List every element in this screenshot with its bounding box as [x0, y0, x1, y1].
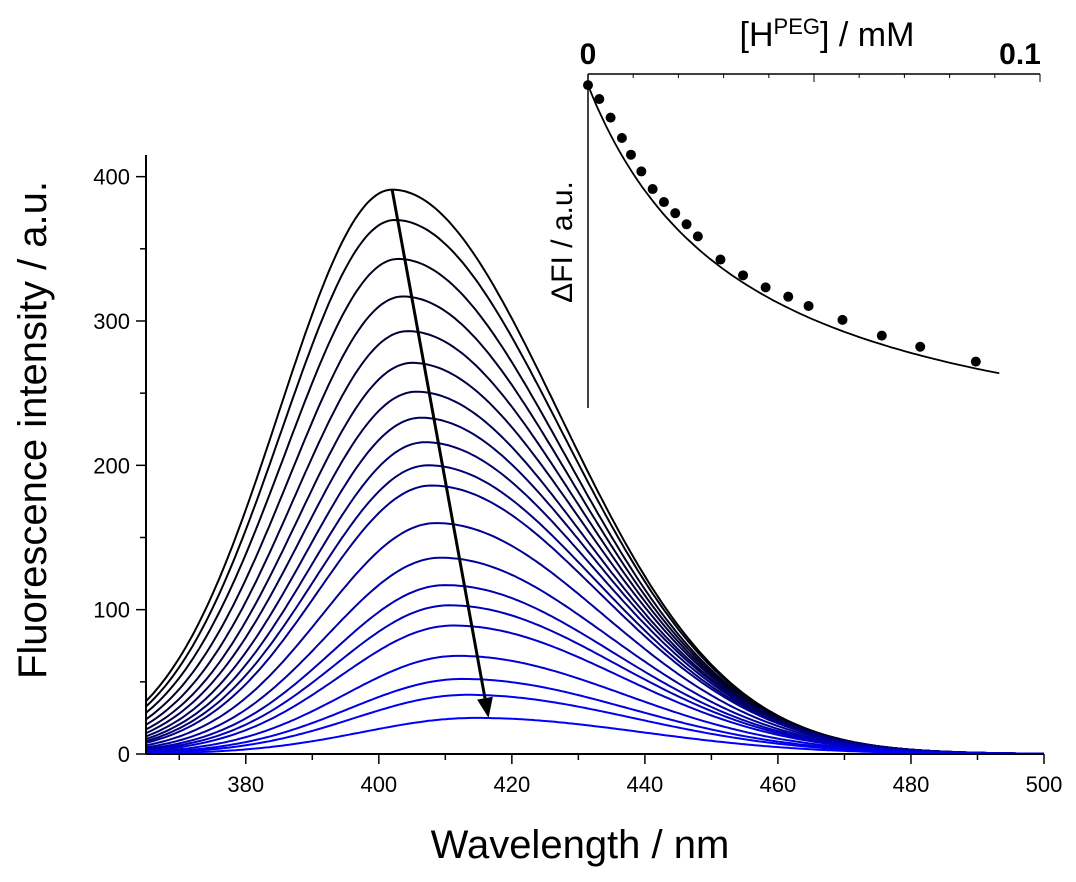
spectrum-curve — [145, 188, 1044, 755]
inset-data-point — [681, 219, 692, 230]
x-tick-label: 400 — [360, 772, 397, 797]
inset-x-title-main: [H — [740, 16, 774, 54]
spectrum-curve — [145, 330, 1044, 755]
spectrum-curve — [145, 677, 1044, 755]
main-y-ticks: 0 100 200 300 400 — [93, 165, 146, 767]
inset-data-point — [915, 341, 926, 352]
x-tick-label: 480 — [893, 772, 930, 797]
y-tick-label: 400 — [93, 165, 130, 190]
inset-data-point — [783, 291, 794, 302]
inset-y-axis-title: ΔFI / a.u. — [546, 181, 579, 303]
inset-x-title-rest: ] / mM — [820, 16, 914, 54]
trend-arrow-head — [477, 696, 493, 718]
x-tick-label: 460 — [760, 772, 797, 797]
y-tick-label: 100 — [93, 598, 130, 623]
spectrum-curve — [145, 716, 1044, 755]
main-chart: 380 400 420 440 460 480 500 0 100 200 300 400 Wave… — [11, 155, 1062, 867]
x-tick-label: 500 — [1026, 772, 1063, 797]
inset-data-point — [738, 270, 749, 281]
spectrum-curve — [145, 416, 1044, 755]
inset-x-title-sup: PEG — [774, 14, 820, 39]
main-x-ticks: 380 400 420 440 460 480 500 — [178, 754, 1063, 797]
inset-data-point — [594, 94, 605, 105]
main-axes — [145, 155, 1044, 755]
inset-data-point — [803, 300, 814, 311]
inset-data-point — [837, 314, 848, 325]
spectrum-curve — [145, 522, 1044, 755]
inset-data-point — [616, 133, 627, 144]
x-tick-label: 380 — [227, 772, 264, 797]
inset-data-point — [647, 184, 658, 195]
inset-data-point — [760, 282, 771, 293]
spectrum-curve — [145, 584, 1044, 755]
inset-x-tick-label: 0 — [580, 38, 597, 71]
y-tick-label: 200 — [93, 453, 130, 478]
inset-data-point — [670, 208, 681, 219]
x-tick-label: 420 — [493, 772, 530, 797]
inset-data-point — [876, 330, 887, 341]
inset-data-point — [605, 112, 616, 123]
inset-data-point — [970, 356, 981, 367]
inset-data-point — [583, 80, 593, 91]
inset-data-points — [583, 80, 981, 367]
inset-x-tick-label: 0.1 — [999, 38, 1041, 71]
y-tick-label: 300 — [93, 309, 130, 334]
trend-arrow — [390, 189, 493, 718]
inset-x-ticks: 0 0.1 — [580, 38, 1041, 82]
inset-data-point — [658, 197, 669, 208]
main-y-axis-title: Fluorescence intensity / a.u. — [11, 181, 55, 679]
inset-fit-curve — [587, 84, 1000, 375]
spectrum-curve — [145, 257, 1044, 755]
inset-chart: 0 0.1 [HPEG] / mM ΔFI / a.u. — [546, 14, 1041, 408]
inset-data-point — [625, 149, 636, 160]
x-tick-label: 440 — [627, 772, 664, 797]
inset-data-point — [692, 231, 703, 242]
inset-data-point — [715, 254, 726, 265]
inset-data-point — [636, 166, 647, 177]
y-tick-label: 0 — [118, 742, 130, 767]
main-x-axis-title: Wavelength / nm — [431, 823, 730, 867]
spectra-curves — [145, 188, 1045, 755]
inset-x-axis-title: [HPEG] / mM — [740, 14, 915, 54]
trend-arrow-shaft — [390, 189, 487, 699]
